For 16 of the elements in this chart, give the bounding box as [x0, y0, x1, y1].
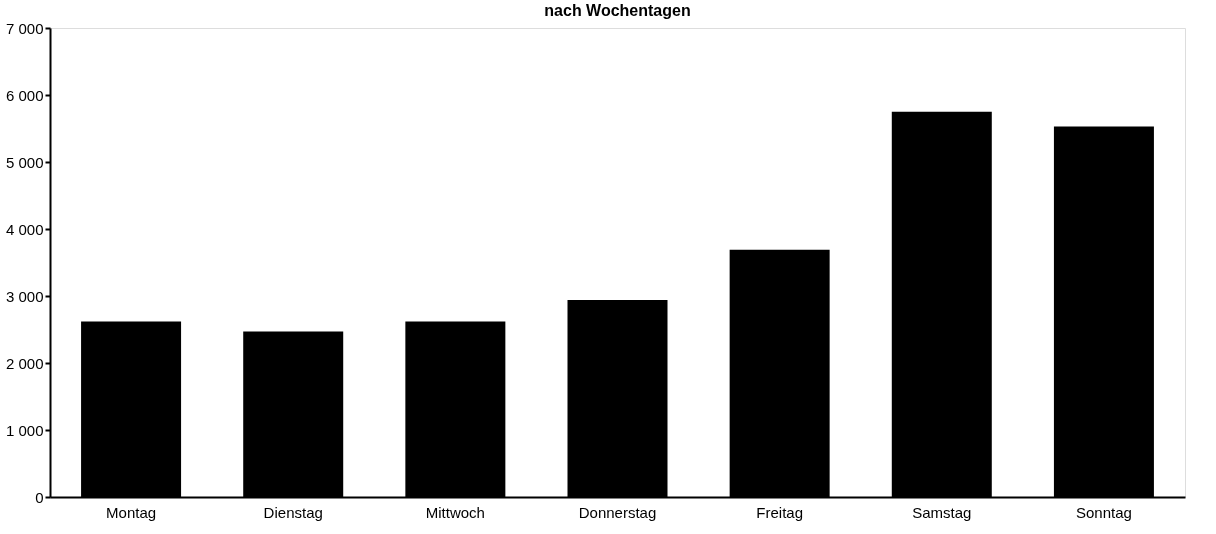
y-tick-label: 7 000 [5, 19, 44, 37]
y-tick-label: 0 [35, 488, 44, 506]
x-tick-label: Freitag [756, 503, 803, 521]
y-tick-label: 5 000 [5, 153, 44, 171]
y-tick-label: 4 000 [5, 220, 44, 238]
y-tick-label: 1 000 [5, 421, 44, 439]
y-tick-label: 2 000 [5, 354, 44, 372]
x-tick-label: Sonntag [1075, 503, 1132, 521]
y-tick-label: 6 000 [5, 86, 44, 104]
x-tick-label: Samstag [912, 503, 972, 521]
y-tick-label: 3 000 [5, 287, 44, 305]
x-tick-label: Mittwoch [425, 503, 485, 521]
x-tick-label: Donnerstag [578, 503, 657, 521]
x-tick-label: Dienstag [263, 503, 323, 521]
chart-title: nach Wochentagen [544, 2, 691, 19]
x-tick-label: Montag [106, 503, 157, 521]
